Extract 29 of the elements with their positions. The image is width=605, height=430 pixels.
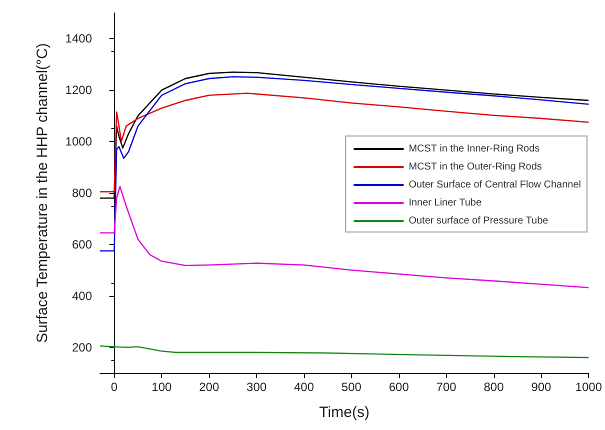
- legend-label: Outer surface of Pressure Tube: [408, 216, 549, 226]
- line-series: [99, 71, 590, 199]
- y-tick-label: 1200: [65, 83, 92, 98]
- y-tick-label: 400: [72, 288, 92, 303]
- x-tick-label: 0: [110, 380, 118, 394]
- y-tick-label: 200: [72, 340, 92, 354]
- legend-label: Inner Liner Tube: [408, 198, 482, 208]
- x-tick-label: 200: [199, 380, 220, 394]
- line-series: [99, 76, 590, 252]
- line-series: [99, 92, 590, 192]
- y-tick-label: 600: [72, 237, 92, 252]
- legend-label: MCST in the Inner-Ring Rods: [408, 144, 540, 154]
- x-tick-label: 700: [436, 380, 457, 394]
- x-tick-label: 800: [484, 380, 504, 394]
- x-tick-label: 100: [152, 380, 172, 394]
- legend-label: Outer Surface of Central Flow Channel: [408, 180, 582, 190]
- x-tick-label: 600: [388, 380, 410, 394]
- y-tick-label: 1000: [65, 134, 92, 149]
- y-axis-title: Surface Temperature in the HHP channel(°C): [34, 43, 51, 343]
- line-series: [99, 345, 590, 358]
- x-tick-label: 1000: [575, 380, 602, 394]
- y-tick-label: 800: [72, 186, 92, 200]
- x-tick-label: 300: [246, 380, 267, 394]
- x-tick-label: 900: [531, 380, 552, 394]
- x-axis-title: Time(s): [319, 404, 370, 421]
- x-tick-label: 400: [294, 380, 314, 394]
- y-tick-label: 1400: [65, 32, 92, 46]
- x-tick-label: 500: [341, 380, 362, 394]
- legend-label: MCST in the Outer-Ring Rods: [408, 162, 542, 172]
